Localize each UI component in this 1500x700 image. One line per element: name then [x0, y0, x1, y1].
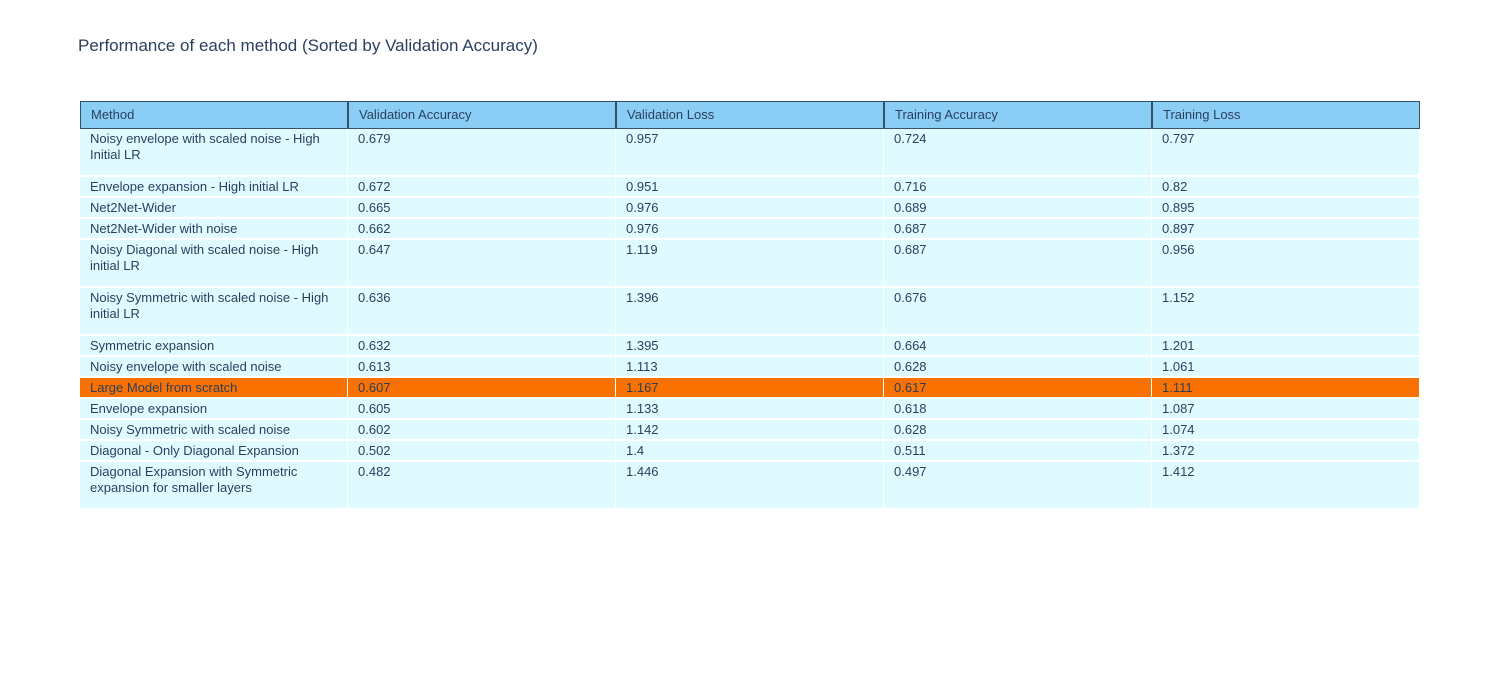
- value-cell: 0.613: [348, 357, 616, 378]
- method-cell: Net2Net-Wider: [80, 198, 348, 219]
- value-cell: 0.605: [348, 399, 616, 420]
- value-cell: 1.396: [616, 288, 884, 336]
- column-header-method: Method: [80, 101, 348, 129]
- table-row: Noisy envelope with scaled noise 0.613 1.1…: [80, 357, 1420, 378]
- value-cell: 1.4: [616, 441, 884, 462]
- value-cell: 0.689: [884, 198, 1152, 219]
- value-cell: 1.111: [1152, 378, 1420, 399]
- method-cell: Envelope expansion - High initial LR: [80, 177, 348, 198]
- value-cell: 1.446: [616, 462, 884, 510]
- value-cell: 0.672: [348, 177, 616, 198]
- value-cell: 0.647: [348, 240, 616, 288]
- value-cell: 0.628: [884, 357, 1152, 378]
- method-cell: Noisy Symmetric with scaled noise - High…: [80, 288, 348, 336]
- method-cell: Diagonal Expansion with Symmetric expans…: [80, 462, 348, 510]
- value-cell: 1.113: [616, 357, 884, 378]
- value-cell: 0.897: [1152, 219, 1420, 240]
- value-cell: 0.956: [1152, 240, 1420, 288]
- table-row: Noisy Symmetric with scaled noise 0.602 1.…: [80, 420, 1420, 441]
- table-row: Net2Net-Wider with noise 0.662 0.976 0.687 0…: [80, 219, 1420, 240]
- value-cell: 1.412: [1152, 462, 1420, 510]
- column-header-validation-accuracy: Validation Accuracy: [348, 101, 616, 129]
- value-cell: 0.607: [348, 378, 616, 399]
- value-cell: 0.664: [884, 336, 1152, 357]
- table-body: Noisy envelope with scaled noise - High …: [80, 129, 1420, 510]
- value-cell: 0.618: [884, 399, 1152, 420]
- table-row: Diagonal - Only Diagonal Expansion 0.502 1…: [80, 441, 1420, 462]
- method-cell: Noisy Diagonal with scaled noise - High …: [80, 240, 348, 288]
- table-row: Noisy Diagonal with scaled noise - High …: [80, 240, 1420, 288]
- table-row: Envelope expansion 0.605 1.133 0.618 1.087: [80, 399, 1420, 420]
- value-cell: 0.687: [884, 219, 1152, 240]
- value-cell: 0.636: [348, 288, 616, 336]
- table-header-row: Method Validation Accuracy Validation Lo…: [80, 101, 1420, 129]
- value-cell: 0.632: [348, 336, 616, 357]
- value-cell: 1.087: [1152, 399, 1420, 420]
- value-cell: 1.061: [1152, 357, 1420, 378]
- table-row: Net2Net-Wider 0.665 0.976 0.689 0.895: [80, 198, 1420, 219]
- value-cell: 0.676: [884, 288, 1152, 336]
- value-cell: 0.511: [884, 441, 1152, 462]
- value-cell: 1.372: [1152, 441, 1420, 462]
- value-cell: 0.628: [884, 420, 1152, 441]
- value-cell: 0.951: [616, 177, 884, 198]
- value-cell: 0.724: [884, 129, 1152, 177]
- method-cell: Symmetric expansion: [80, 336, 348, 357]
- value-cell: 1.201: [1152, 336, 1420, 357]
- value-cell: 1.167: [616, 378, 884, 399]
- value-cell: 0.895: [1152, 198, 1420, 219]
- results-table: Method Validation Accuracy Validation Lo…: [80, 101, 1420, 510]
- value-cell: 0.957: [616, 129, 884, 177]
- value-cell: 0.497: [884, 462, 1152, 510]
- value-cell: 0.797: [1152, 129, 1420, 177]
- method-cell: Net2Net-Wider with noise: [80, 219, 348, 240]
- value-cell: 0.665: [348, 198, 616, 219]
- method-cell: Envelope expansion: [80, 399, 348, 420]
- value-cell: 1.119: [616, 240, 884, 288]
- value-cell: 1.142: [616, 420, 884, 441]
- table-row: Large Model from scratch 0.607 1.167 0.617 1…: [80, 378, 1420, 399]
- value-cell: 0.602: [348, 420, 616, 441]
- table-row: Noisy envelope with scaled noise - High …: [80, 129, 1420, 177]
- value-cell: 1.074: [1152, 420, 1420, 441]
- value-cell: 0.976: [616, 219, 884, 240]
- value-cell: 0.82: [1152, 177, 1420, 198]
- value-cell: 0.502: [348, 441, 616, 462]
- value-cell: 0.687: [884, 240, 1152, 288]
- value-cell: 0.679: [348, 129, 616, 177]
- method-cell: Noisy Symmetric with scaled noise: [80, 420, 348, 441]
- value-cell: 0.716: [884, 177, 1152, 198]
- table-row: Diagonal Expansion with Symmetric expans…: [80, 462, 1420, 510]
- value-cell: 0.976: [616, 198, 884, 219]
- method-cell: Large Model from scratch: [80, 378, 348, 399]
- table-row: Envelope expansion - High initial LR 0.67…: [80, 177, 1420, 198]
- value-cell: 1.395: [616, 336, 884, 357]
- value-cell: 1.133: [616, 399, 884, 420]
- table-row: Symmetric expansion 0.632 1.395 0.664 1.201: [80, 336, 1420, 357]
- method-cell: Diagonal - Only Diagonal Expansion: [80, 441, 348, 462]
- column-header-validation-loss: Validation Loss: [616, 101, 884, 129]
- value-cell: 0.482: [348, 462, 616, 510]
- value-cell: 0.662: [348, 219, 616, 240]
- value-cell: 1.152: [1152, 288, 1420, 336]
- column-header-training-accuracy: Training Accuracy: [884, 101, 1152, 129]
- value-cell: 0.617: [884, 378, 1152, 399]
- column-header-training-loss: Training Loss: [1152, 101, 1420, 129]
- method-cell: Noisy envelope with scaled noise - High …: [80, 129, 348, 177]
- method-cell: Noisy envelope with scaled noise: [80, 357, 348, 378]
- table-row: Noisy Symmetric with scaled noise - High…: [80, 288, 1420, 336]
- page-title: Performance of each method (Sorted by Va…: [78, 36, 538, 55]
